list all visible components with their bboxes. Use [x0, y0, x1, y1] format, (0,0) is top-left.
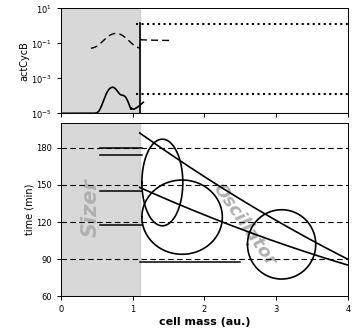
Y-axis label: time (min): time (min)	[24, 184, 34, 235]
X-axis label: cell mass (au.): cell mass (au.)	[159, 317, 250, 327]
Text: Oscillator: Oscillator	[209, 180, 279, 269]
Y-axis label: actCycB: actCycB	[19, 41, 29, 81]
Text: Sizer: Sizer	[81, 178, 101, 236]
Bar	[61, 123, 140, 296]
Bar	[61, 8, 140, 113]
